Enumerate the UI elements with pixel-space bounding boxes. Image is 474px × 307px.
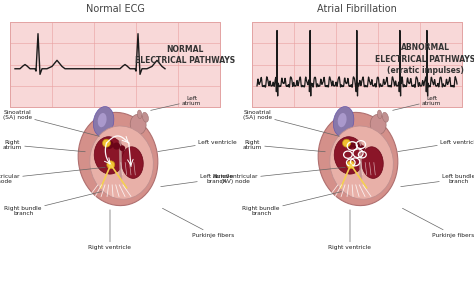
Circle shape [353,142,360,150]
Ellipse shape [78,112,158,206]
Text: Left
atrium: Left atrium [392,95,441,110]
Circle shape [347,161,355,169]
Ellipse shape [333,107,354,137]
Text: Atrial Fibrillation: Atrial Fibrillation [317,4,397,14]
Text: Sinoatrial
(SA) node: Sinoatrial (SA) node [3,110,100,136]
Bar [252,22,462,107]
Text: Normal ECG: Normal ECG [86,4,145,14]
Circle shape [119,145,125,151]
Circle shape [113,142,120,150]
Text: Right bundle
branch: Right bundle branch [4,192,101,216]
Ellipse shape [330,126,393,199]
Ellipse shape [93,107,114,137]
Text: Sinoatrial
(SA) node: Sinoatrial (SA) node [243,110,339,136]
Ellipse shape [370,115,386,134]
Ellipse shape [383,112,388,122]
Ellipse shape [137,110,142,119]
Ellipse shape [318,112,398,206]
Text: Right
atrium: Right atrium [3,140,85,152]
Text: Right ventricle: Right ventricle [89,210,131,250]
Text: Purkinje fibers: Purkinje fibers [163,208,234,238]
Polygon shape [119,141,122,179]
Text: Left
atrium: Left atrium [151,95,201,111]
Text: Atrioventricular
(AV) node: Atrioventricular (AV) node [212,167,345,185]
Ellipse shape [338,113,346,127]
Polygon shape [359,141,362,179]
Circle shape [343,139,350,147]
Circle shape [359,145,365,151]
Text: Right bundle
branch: Right bundle branch [243,192,341,216]
Circle shape [102,139,110,147]
Ellipse shape [121,147,143,178]
Ellipse shape [90,126,154,199]
Ellipse shape [362,147,383,178]
Text: Left ventricle: Left ventricle [398,139,474,152]
Bar [10,22,220,107]
Circle shape [107,161,115,169]
Text: Atrioventricular
(AV) node: Atrioventricular (AV) node [0,167,105,185]
Text: ABNORMAL
ELECTRICAL PATHWAYS
(erratic impulses): ABNORMAL ELECTRICAL PATHWAYS (erratic im… [375,43,474,75]
Text: Left bundle
branch: Left bundle branch [401,173,474,187]
Text: Purkinje fibers: Purkinje fibers [402,208,474,238]
Ellipse shape [130,115,146,134]
Ellipse shape [94,137,125,174]
Text: NORMAL
ELECTRICAL PATHWAYS: NORMAL ELECTRICAL PATHWAYS [135,45,235,65]
Ellipse shape [98,113,107,127]
Text: Right ventricle: Right ventricle [328,210,372,250]
Ellipse shape [334,137,365,174]
Text: Left bundle
branch: Left bundle branch [161,173,233,187]
Circle shape [105,140,114,149]
Text: Left ventricle: Left ventricle [158,139,237,152]
Ellipse shape [142,112,148,122]
Text: Right
atrium: Right atrium [243,140,325,152]
Ellipse shape [377,110,382,119]
Circle shape [345,140,354,149]
